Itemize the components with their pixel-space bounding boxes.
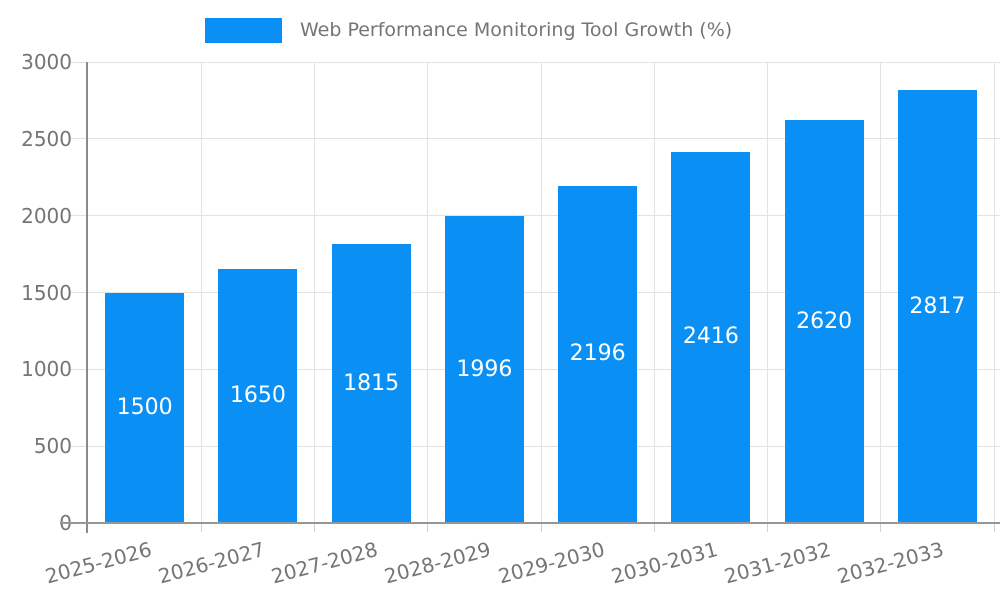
bar-value-label: 2620 bbox=[796, 308, 853, 334]
x-axis-label: 2029-2030 bbox=[495, 537, 607, 589]
x-axis-tick bbox=[767, 523, 768, 532]
y-axis-tick-label: 2000 bbox=[21, 203, 72, 228]
x-axis-label: 2032-2033 bbox=[835, 537, 947, 589]
bar[interactable] bbox=[671, 151, 751, 523]
x-axis-tick bbox=[200, 523, 202, 532]
legend-swatch bbox=[205, 18, 282, 43]
x-axis-tick bbox=[427, 523, 429, 532]
x-axis-label: 2028-2029 bbox=[382, 537, 494, 589]
x-axis-tick bbox=[314, 523, 315, 532]
bar[interactable] bbox=[218, 269, 298, 523]
x-gridline bbox=[653, 62, 655, 523]
bar-value-label: 1650 bbox=[229, 383, 286, 409]
bar-value-label: 2817 bbox=[909, 293, 966, 319]
bar[interactable] bbox=[331, 244, 411, 523]
y-gridline bbox=[70, 368, 1000, 370]
legend-item[interactable]: Web Performance Monitoring Tool Growth (… bbox=[205, 18, 732, 43]
legend-label: Web Performance Monitoring Tool Growth (… bbox=[300, 19, 733, 41]
bar-value-label: 2196 bbox=[569, 341, 626, 367]
x-gridline bbox=[880, 62, 882, 523]
x-axis-line bbox=[60, 522, 1000, 524]
x-gridline bbox=[200, 62, 202, 523]
bar[interactable] bbox=[444, 216, 524, 523]
x-axis-tick bbox=[540, 523, 542, 532]
x-gridline bbox=[314, 62, 315, 523]
x-axis-label: 2031-2032 bbox=[721, 537, 834, 589]
y-axis-tick-label: 1500 bbox=[21, 280, 72, 305]
x-axis-tick bbox=[993, 523, 995, 532]
x-axis-tick bbox=[653, 523, 655, 532]
bar-value-label: 1815 bbox=[343, 370, 400, 396]
x-gridline bbox=[427, 62, 429, 523]
y-axis-tick-label: 1000 bbox=[21, 357, 72, 382]
y-gridline bbox=[70, 138, 1000, 140]
bar[interactable] bbox=[558, 185, 638, 523]
x-axis-label: 2027-2028 bbox=[268, 537, 381, 589]
y-gridline bbox=[70, 292, 1000, 293]
bar[interactable] bbox=[897, 90, 977, 523]
bar-value-label: 1500 bbox=[116, 394, 173, 420]
y-gridline bbox=[70, 445, 1000, 447]
y-gridline bbox=[70, 215, 1000, 217]
bar-value-label: 1996 bbox=[456, 356, 513, 382]
x-axis-label: 2026-2027 bbox=[155, 537, 268, 589]
x-gridline bbox=[767, 62, 768, 523]
x-axis-label: 2025-2026 bbox=[42, 537, 154, 589]
bar-value-label: 2416 bbox=[682, 324, 739, 350]
y-axis-tick-label: 2500 bbox=[21, 126, 72, 151]
y-axis-tick-label: 3000 bbox=[21, 50, 72, 74]
x-axis-tick bbox=[880, 523, 882, 532]
bar[interactable] bbox=[784, 120, 864, 523]
bar[interactable] bbox=[105, 292, 185, 523]
x-axis-label: 2030-2031 bbox=[608, 537, 721, 589]
x-gridline bbox=[993, 62, 995, 523]
x-gridline bbox=[540, 62, 542, 523]
y-axis-line bbox=[86, 62, 88, 533]
y-axis-tick-label: 500 bbox=[33, 434, 72, 459]
y-gridline bbox=[70, 61, 1000, 63]
